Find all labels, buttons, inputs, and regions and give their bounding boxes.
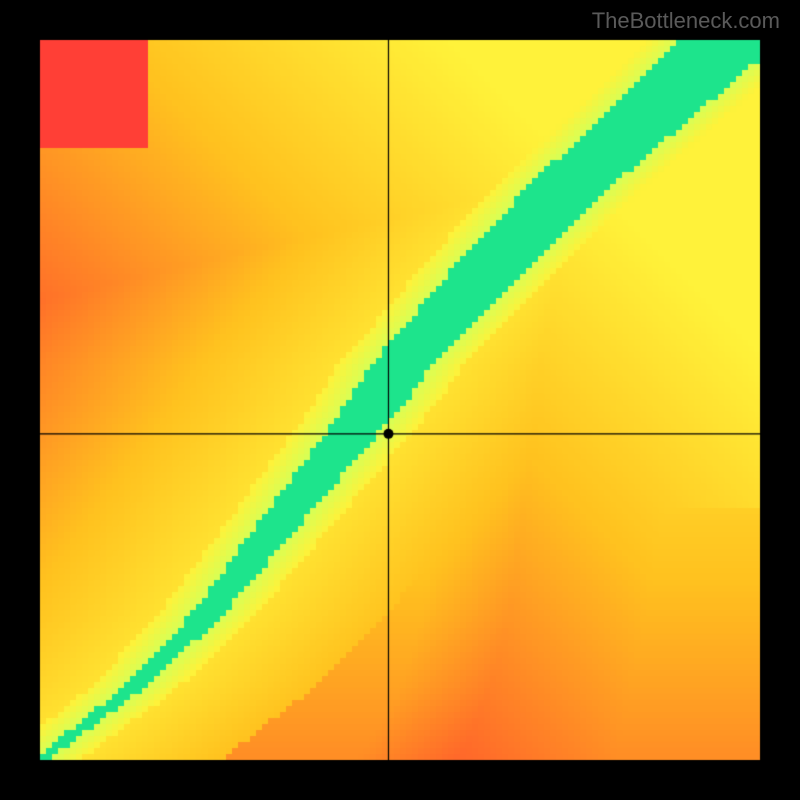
bottleneck-heatmap <box>0 0 800 800</box>
stage: TheBottleneck.com <box>0 0 800 800</box>
watermark-label: TheBottleneck.com <box>592 8 780 34</box>
